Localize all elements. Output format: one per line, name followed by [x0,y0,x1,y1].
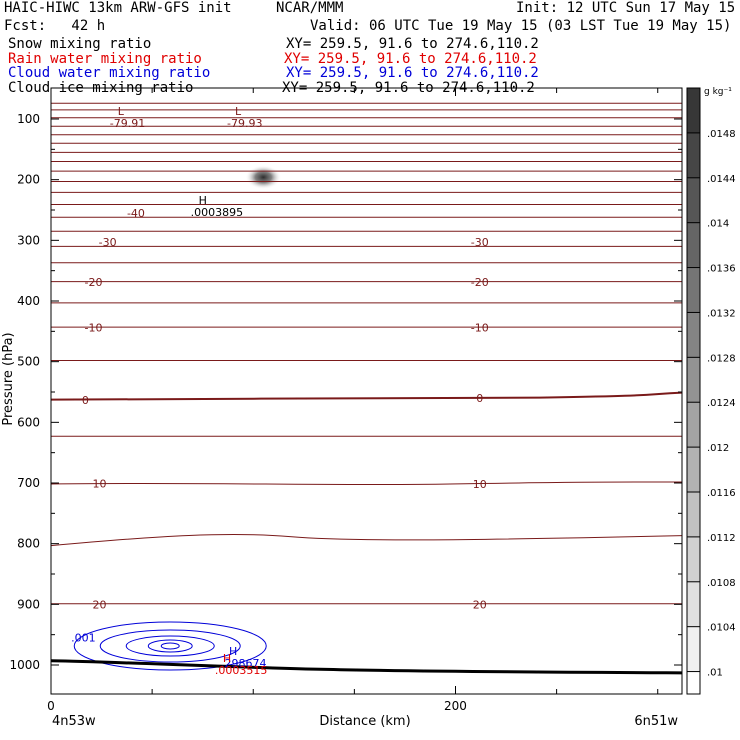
colorbar-swatch [687,88,700,134]
temperature-label: 20 [93,598,107,611]
colorbar-unit: g kg⁻¹ [704,87,732,97]
temperature-label: 0 [476,392,483,405]
cloud-water-contour [160,642,180,650]
temperature-label: -30 [99,236,117,249]
colorbar-tick-label: .01 [707,668,723,679]
temperature-label: -40 [127,207,145,220]
x-tick-label: 200 [444,699,467,713]
colorbar-swatch [687,222,700,269]
x-tick-label: 0 [47,699,55,713]
field-label-rain: Rain water mixing ratio [8,51,202,67]
colorbar-tick-label: .012 [707,443,729,454]
cloud-water-contour [73,621,267,671]
field-xy-cloud-water: XY= 259.5, 91.6 to 274.6,110.2 [286,65,539,81]
colorbar-tick-label: .0124 [707,398,736,409]
temperature-label: 20 [473,598,487,611]
temperature-label: -10 [471,322,489,335]
extremum-value: .0003515 [215,664,267,677]
cloud-water-contour [99,629,241,663]
cloud-water-label: .001 [71,632,96,645]
y-tick-label: 900 [17,597,40,611]
colorbar-swatch [687,177,700,224]
y-tick-label: 500 [17,355,40,369]
plot-frame [50,87,683,695]
extremum-H: H [229,645,237,658]
extremum-H: H [223,652,231,665]
temperature-contour [51,533,682,547]
colorbar-tick-label: .0108 [707,578,736,589]
field-label-cloud-water: Cloud water mixing ratio [8,65,211,81]
colorbar-swatch [687,402,700,448]
cloud-water-contour [125,635,215,657]
temperature-label: 10 [93,478,107,491]
colorbar-tick-label: .0112 [707,533,736,544]
field-xy-rain: XY= 259.5, 91.6 to 274.6,110.2 [284,51,537,67]
org-label: NCAR/MMM [276,0,344,16]
colorbar-swatch [687,267,700,313]
snow-mixing-ratio-max [245,165,282,190]
colorbar-tick-label: .0132 [707,308,736,319]
colorbar-tick-label: .014 [707,219,729,230]
y-tick-label: 200 [17,173,40,187]
colorbar-tick-label: .0116 [707,488,736,499]
y-tick-label: 700 [17,476,40,490]
colorbar-tick-label: .0136 [707,264,736,275]
colorbar-swatch [687,626,700,673]
temperature-label: -10 [84,322,102,335]
colorbar-swatch [687,312,700,358]
temperature-label: -30 [471,236,489,249]
extremum-H: H [199,194,207,207]
colorbar-swatch [687,581,700,628]
temperature-label: 10 [473,478,487,491]
colorbar-tick-label: .0104 [707,623,736,634]
extremum-value: -79.91 [110,117,145,130]
temperature-label: 0 [82,394,89,407]
extremum-value: -79.93 [227,117,262,130]
y-tick-label: 800 [17,537,40,551]
extremum-L: L [235,105,242,118]
temperature-label: -20 [84,276,102,289]
extremum-value: .298674 [221,657,267,670]
colorbar-swatch [687,492,700,538]
x-endpoint-left: 4n53w [52,714,96,729]
surface-pressure-line [51,659,682,675]
forecast-hour: Fcst: 42 h [4,18,106,34]
field-label-snow: Snow mixing ratio [8,36,152,52]
colorbar-tick-label: .0144 [707,174,736,185]
colorbar-swatch [687,132,700,179]
y-tick-label: 400 [17,294,40,308]
y-tick-label: 600 [17,415,40,429]
colorbar-swatch [687,536,700,583]
valid-time: Valid: 06 UTC Tue 19 May 15 (03 LST Tue … [310,18,732,34]
temperature-contour [51,391,682,401]
y-tick-label: 1000 [9,658,40,672]
colorbar-swatch [687,447,700,493]
cloud-water-contour [147,639,193,653]
temperature-contour [51,481,682,486]
extremum-value: .0003895 [191,206,244,219]
x-endpoint-right: 6n51w [634,714,678,729]
extremum-L: L [118,105,125,118]
colorbar-swatch [687,357,700,403]
y-tick-label: 300 [17,233,40,247]
temperature-label: -20 [471,276,489,289]
colorbar-tick-label: .0128 [707,353,736,364]
x-axis-label: Distance (km) [319,714,410,729]
y-axis-label: Pressure (hPa) [1,332,16,425]
init-time: Init: 12 UTC Sun 17 May 15 [516,0,736,16]
model-title: HAIC-HIWC 13km ARW-GFS init [4,0,232,16]
field-xy-snow: XY= 259.5, 91.6 to 274.6,110.2 [286,36,539,52]
colorbar-tick-label: .0148 [707,129,736,140]
y-tick-label: 100 [17,112,40,126]
colorbar-frame [686,87,701,695]
